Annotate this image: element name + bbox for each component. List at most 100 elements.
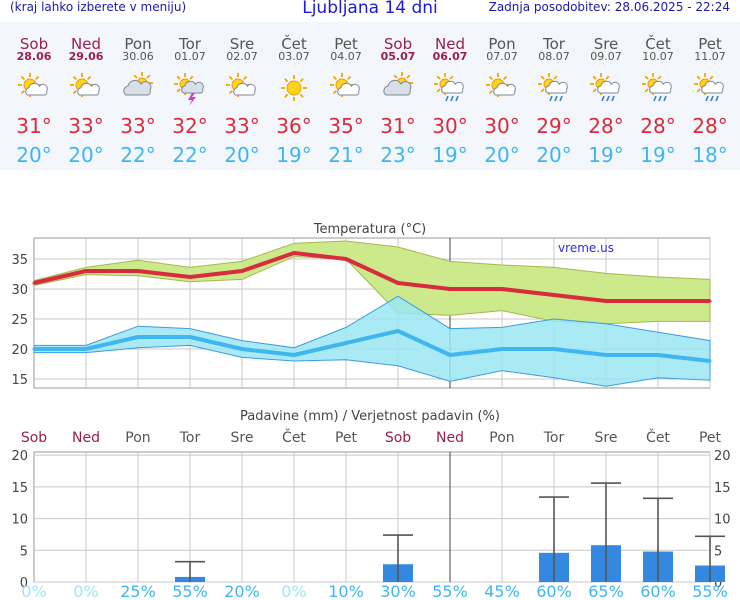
min-temp: 18° xyxy=(692,143,727,167)
rain-drop xyxy=(705,95,709,102)
temp-tick-label: 25 xyxy=(11,313,28,328)
cloud-shape xyxy=(493,82,516,96)
temp-point xyxy=(32,281,36,285)
forecast-svg: Sob28.0631°20°Ned29.0633°20°Pon30.0633°2… xyxy=(16,34,727,167)
max-temp: 33° xyxy=(120,114,155,138)
sun-ray xyxy=(592,75,597,80)
cloud-shape xyxy=(649,80,672,94)
max-temp-line xyxy=(33,251,710,303)
max-temp: 32° xyxy=(172,114,207,138)
day-name: Čet xyxy=(281,34,307,53)
sun-ray xyxy=(592,88,597,93)
precip-tick-label-left: 10 xyxy=(11,513,28,528)
sun-ray xyxy=(644,88,649,93)
day-date: 09.07 xyxy=(590,50,622,63)
precip-day-label: Pon xyxy=(489,430,514,446)
rain-drop xyxy=(653,95,657,102)
sun-ray xyxy=(406,74,411,79)
max-temp: 28° xyxy=(588,114,623,138)
sun-ray xyxy=(189,75,194,80)
day-date: 07.07 xyxy=(486,50,518,63)
temp-point xyxy=(604,299,608,303)
sun-ray xyxy=(228,90,233,95)
max-temp: 29° xyxy=(536,114,571,138)
cloud-shape xyxy=(383,79,412,96)
day-date: 10.07 xyxy=(642,50,674,63)
precip-day-label: Čet xyxy=(646,428,670,446)
precip-day-label: Pet xyxy=(335,430,358,446)
day-name: Ned xyxy=(71,35,101,53)
page-title: Ljubljana 14 dni xyxy=(302,0,438,18)
precip-bar xyxy=(591,545,621,582)
min-temp: 19° xyxy=(640,143,675,167)
sun-ray xyxy=(72,75,77,80)
rain-drop xyxy=(658,95,662,102)
precip-day-label: Sre xyxy=(231,430,254,446)
cloud-shape xyxy=(701,80,724,94)
day-name: Pon xyxy=(124,35,151,53)
lightning-bolt xyxy=(188,93,196,106)
temp-point xyxy=(708,299,712,303)
min-temp: 21° xyxy=(328,143,363,167)
day-name: Čet xyxy=(645,34,671,53)
sun-cloud-icon xyxy=(70,73,100,97)
precip-tick-label-right: 20 xyxy=(714,449,731,464)
min-temp: 20° xyxy=(68,143,103,167)
max-temp: 33° xyxy=(224,114,259,138)
sun-icon xyxy=(281,75,307,101)
rain-drop xyxy=(450,95,454,102)
temp-point xyxy=(84,269,88,273)
temp-point xyxy=(656,353,660,357)
temp-tick-label: 35 xyxy=(11,253,28,268)
sun-ray xyxy=(696,75,701,80)
max-temp-range-band xyxy=(33,240,711,325)
precipitation-chart: Padavine (mm) / Verjetnost padavin (%) So… xyxy=(11,409,730,600)
rain-drop xyxy=(559,95,563,102)
day-date: 04.07 xyxy=(330,50,362,63)
cloud-shape xyxy=(441,80,464,94)
sun-ray xyxy=(488,75,493,80)
watermark: vreme.us xyxy=(558,241,614,255)
header-bar: (kraj lahko izberete v meniju) Ljubljana… xyxy=(0,0,740,22)
temp-plot-area xyxy=(33,237,711,389)
rain-drop xyxy=(455,95,459,102)
sun-rain-icon xyxy=(434,73,464,102)
sun-ray xyxy=(20,90,25,95)
max-temp: 31° xyxy=(380,114,415,138)
cloud-shape xyxy=(337,82,360,96)
sun-ray xyxy=(488,90,493,95)
temp-point xyxy=(396,329,400,333)
precip-probability: 55% xyxy=(432,582,468,600)
max-temp: 28° xyxy=(640,114,675,138)
temp-point xyxy=(292,251,296,255)
rain-drop xyxy=(715,95,719,102)
sun-ray xyxy=(299,93,304,98)
temp-point xyxy=(32,347,36,351)
temp-tick-label: 30 xyxy=(11,283,28,298)
temperature-title: Temperatura (°C) xyxy=(313,222,426,237)
sun-ray xyxy=(176,88,181,93)
temp-point xyxy=(292,353,296,357)
max-temp: 28° xyxy=(692,114,727,138)
day-name: Pet xyxy=(334,35,358,53)
sun-ray xyxy=(553,75,558,80)
cloud-shape xyxy=(181,80,204,94)
precip-day-label: Sob xyxy=(385,430,411,446)
sun-ray xyxy=(133,74,138,79)
precip-tick-label-right: 0 xyxy=(714,576,722,591)
precip-tick-label-left: 5 xyxy=(20,544,28,559)
precip-probability: 60% xyxy=(536,582,572,600)
precip-probability: 0% xyxy=(73,582,98,600)
precip-day-label: Sob xyxy=(21,430,47,446)
precip-day-label: Tor xyxy=(543,430,565,446)
rain-drop xyxy=(710,95,714,102)
sun-rain-icon xyxy=(642,73,672,102)
sun-ray xyxy=(87,75,92,80)
temp-point xyxy=(500,287,504,291)
min-temp: 22° xyxy=(172,143,207,167)
sun-ray xyxy=(449,75,454,80)
sun-rain-icon xyxy=(590,73,620,102)
sun-ray xyxy=(644,75,649,80)
cloud-sun-icon xyxy=(383,72,413,96)
precip-bar xyxy=(383,564,413,582)
